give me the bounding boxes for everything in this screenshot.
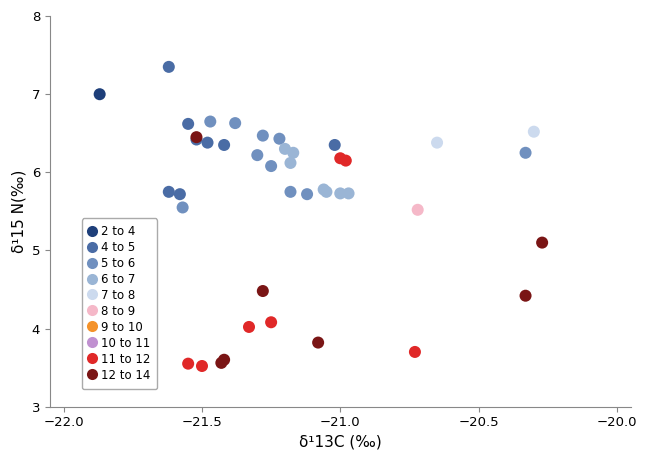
- Point: [413, 206, 423, 213]
- Point: [191, 136, 202, 143]
- Point: [252, 152, 263, 159]
- Point: [205, 118, 216, 125]
- Point: [197, 362, 207, 370]
- Point: [183, 120, 193, 128]
- Point: [335, 154, 345, 162]
- Point: [257, 132, 268, 139]
- Point: [164, 188, 174, 195]
- Point: [521, 292, 531, 299]
- Point: [335, 190, 345, 197]
- Legend: 2 to 4, 4 to 5, 5 to 6, 6 to 7, 7 to 8, 8 to 9, 9 to 10, 10 to 11, 11 to 12, 12 : 2 to 4, 4 to 5, 5 to 6, 6 to 7, 7 to 8, …: [82, 218, 157, 389]
- Point: [288, 149, 298, 156]
- Point: [537, 239, 547, 246]
- Point: [219, 356, 229, 363]
- Y-axis label: δ¹15 N(‰): δ¹15 N(‰): [11, 170, 26, 253]
- Point: [302, 190, 312, 198]
- Point: [341, 157, 351, 164]
- Point: [343, 190, 354, 197]
- Point: [175, 190, 185, 198]
- Point: [280, 145, 290, 153]
- Point: [528, 128, 539, 136]
- Point: [313, 339, 323, 346]
- Point: [183, 360, 193, 367]
- X-axis label: δ¹13C (‰): δ¹13C (‰): [299, 435, 382, 450]
- Point: [216, 359, 227, 366]
- Point: [177, 204, 188, 211]
- Point: [521, 149, 531, 156]
- Point: [219, 141, 229, 148]
- Point: [266, 319, 276, 326]
- Point: [244, 323, 254, 331]
- Point: [257, 287, 268, 295]
- Point: [202, 139, 213, 146]
- Point: [274, 135, 285, 142]
- Point: [318, 186, 329, 193]
- Point: [432, 139, 442, 146]
- Point: [285, 188, 296, 195]
- Point: [230, 119, 240, 127]
- Point: [330, 141, 340, 148]
- Point: [191, 134, 202, 141]
- Point: [410, 348, 420, 355]
- Point: [321, 188, 332, 195]
- Point: [285, 159, 296, 166]
- Point: [94, 90, 105, 98]
- Point: [164, 63, 174, 71]
- Point: [266, 162, 276, 170]
